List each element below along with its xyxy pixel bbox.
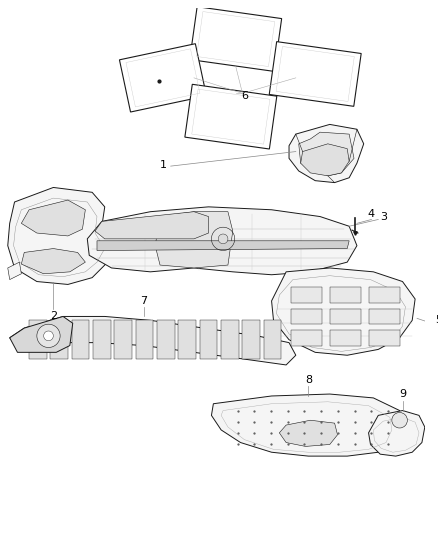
Polygon shape bbox=[155, 212, 233, 268]
Text: 1: 1 bbox=[159, 160, 166, 170]
Circle shape bbox=[392, 413, 407, 428]
Polygon shape bbox=[10, 317, 73, 352]
Polygon shape bbox=[330, 287, 361, 303]
Text: 2: 2 bbox=[50, 311, 57, 321]
Polygon shape bbox=[178, 320, 196, 359]
Polygon shape bbox=[8, 188, 112, 285]
Text: 6: 6 bbox=[241, 91, 248, 101]
Polygon shape bbox=[368, 410, 425, 456]
Polygon shape bbox=[190, 7, 282, 71]
Circle shape bbox=[218, 234, 228, 244]
Text: 9: 9 bbox=[399, 389, 406, 399]
Polygon shape bbox=[10, 317, 296, 365]
Polygon shape bbox=[93, 320, 110, 359]
Polygon shape bbox=[97, 241, 349, 251]
Polygon shape bbox=[21, 248, 85, 274]
Polygon shape bbox=[289, 124, 364, 183]
Polygon shape bbox=[185, 84, 277, 149]
Polygon shape bbox=[8, 262, 21, 280]
Polygon shape bbox=[50, 320, 68, 359]
Text: 4: 4 bbox=[368, 208, 375, 219]
Polygon shape bbox=[279, 420, 338, 447]
Polygon shape bbox=[21, 200, 85, 236]
Circle shape bbox=[37, 324, 60, 348]
Polygon shape bbox=[114, 320, 132, 359]
Polygon shape bbox=[300, 144, 349, 176]
Circle shape bbox=[44, 331, 53, 341]
Polygon shape bbox=[200, 320, 217, 359]
Polygon shape bbox=[221, 320, 239, 359]
Polygon shape bbox=[272, 268, 415, 356]
Polygon shape bbox=[29, 320, 46, 359]
Polygon shape bbox=[87, 207, 357, 274]
Polygon shape bbox=[136, 320, 153, 359]
Polygon shape bbox=[368, 330, 399, 345]
Polygon shape bbox=[72, 320, 89, 359]
Polygon shape bbox=[299, 132, 354, 176]
Polygon shape bbox=[291, 309, 322, 324]
Polygon shape bbox=[95, 212, 208, 239]
Polygon shape bbox=[368, 309, 399, 324]
Polygon shape bbox=[291, 330, 322, 345]
Text: 3: 3 bbox=[381, 212, 388, 222]
Text: 7: 7 bbox=[140, 296, 147, 306]
Text: 8: 8 bbox=[305, 375, 312, 385]
Polygon shape bbox=[269, 42, 361, 106]
Polygon shape bbox=[368, 287, 399, 303]
Polygon shape bbox=[330, 330, 361, 345]
Polygon shape bbox=[157, 320, 175, 359]
Polygon shape bbox=[212, 394, 403, 456]
Polygon shape bbox=[264, 320, 281, 359]
Polygon shape bbox=[120, 44, 206, 112]
Text: 5: 5 bbox=[435, 316, 438, 325]
Polygon shape bbox=[243, 320, 260, 359]
Polygon shape bbox=[330, 309, 361, 324]
Polygon shape bbox=[291, 287, 322, 303]
